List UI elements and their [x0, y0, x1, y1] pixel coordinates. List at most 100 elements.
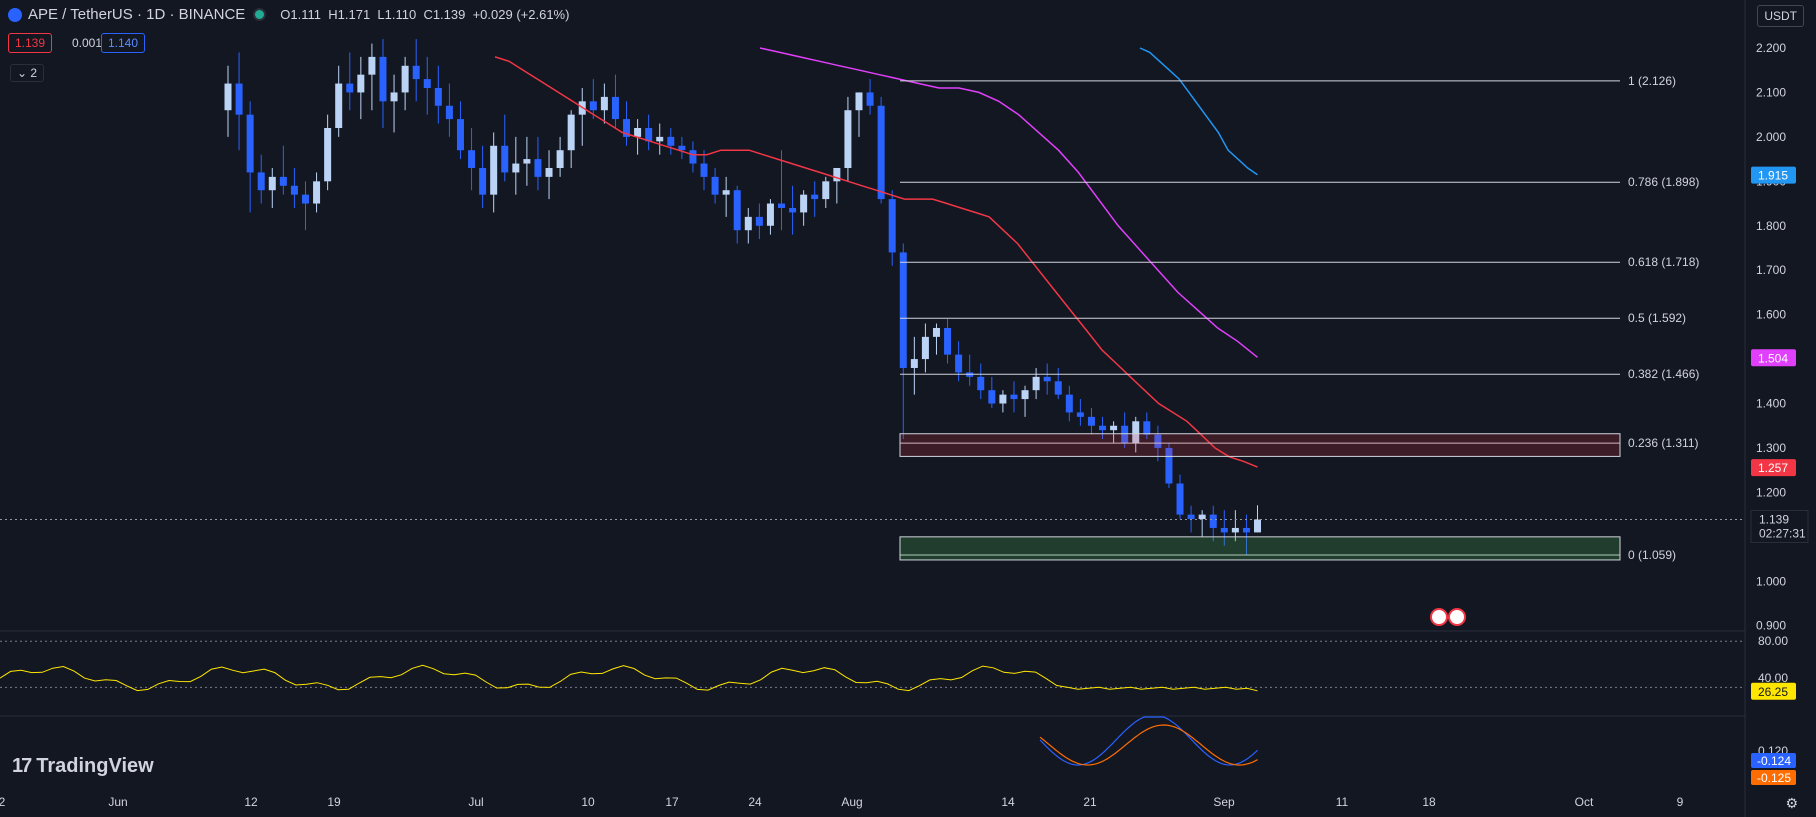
us-flag-icon[interactable]	[1430, 608, 1448, 626]
candle-body	[589, 101, 597, 111]
price-tick-label: 1.700	[1756, 263, 1786, 277]
candle-body	[1176, 483, 1184, 515]
ma-magenta-line	[759, 47, 1258, 358]
time-tick-label: 17	[665, 795, 679, 809]
price-tick-label: 1.000	[1756, 574, 1786, 588]
signal-value-tag	[1751, 770, 1796, 785]
series-price-tag	[1751, 349, 1796, 367]
series-price-value: 1.504	[1758, 351, 1788, 365]
candle-body	[401, 65, 409, 93]
fib-level-label: 0 (1.059)	[1628, 548, 1676, 562]
candle-body	[1021, 390, 1029, 400]
candle-body	[501, 145, 509, 173]
sell-price-button[interactable]: 1.139	[8, 33, 53, 53]
price-tick-label: 1.400	[1756, 397, 1786, 411]
candle-body	[1099, 425, 1107, 431]
current-price-box	[1750, 510, 1809, 544]
candle-body	[1198, 514, 1206, 520]
candle-body	[423, 79, 431, 88]
ma-red-line	[494, 56, 1258, 468]
candle-body	[357, 74, 365, 93]
rsi-tick-label: 40.00	[1758, 671, 1788, 685]
candle-body	[789, 207, 797, 213]
resistance-zone	[899, 433, 1621, 457]
symbol-title[interactable]: APE / TetherUS · 1D · BINANCE	[28, 6, 246, 23]
chevron-down-icon: ⌄	[17, 66, 28, 80]
candle-body	[490, 145, 498, 195]
candle-body	[899, 252, 907, 368]
us-flag-icon[interactable]	[1448, 608, 1466, 626]
candle-body	[921, 336, 929, 360]
time-tick-label: Oct	[1575, 795, 1594, 809]
candle-body	[1010, 394, 1018, 400]
currency-button[interactable]: USDT	[1757, 5, 1804, 27]
candle-body	[324, 127, 332, 182]
time-tick-label: Jun	[108, 795, 127, 809]
macd-line	[1039, 716, 1258, 766]
candle-body	[235, 83, 243, 115]
candle-body	[1087, 416, 1095, 426]
candle-body	[755, 216, 763, 226]
candle-body	[1043, 376, 1051, 382]
candle-body	[1165, 447, 1173, 484]
time-tick-label: 18	[1422, 795, 1436, 809]
candle-body	[855, 92, 863, 111]
candle-body	[744, 216, 752, 231]
fib-level-label: 0.5 (1.592)	[1628, 311, 1686, 325]
gear-icon[interactable]: ⚙	[1785, 795, 1798, 811]
ohlc-values: O1.111 H1.171 L1.110 C1.139 +0.029 (+2.6…	[280, 7, 569, 22]
time-tick-label: 14	[1001, 795, 1015, 809]
candle-body	[1187, 514, 1195, 520]
time-tick-label: 12	[244, 795, 258, 809]
candle-body	[1254, 519, 1262, 533]
candle-body	[822, 181, 830, 200]
spread-value: 0.001	[72, 36, 103, 50]
price-tick-label: 0.900	[1756, 619, 1786, 633]
buy-price-button[interactable]: 1.140	[101, 33, 146, 53]
candle-body	[368, 56, 376, 75]
candle-body	[1121, 425, 1129, 444]
candle-body	[434, 87, 442, 106]
candle-body	[1110, 425, 1118, 431]
candle-body	[545, 167, 553, 177]
candle-body	[700, 163, 708, 177]
candle-body	[944, 327, 952, 355]
market-status-icon	[255, 10, 265, 19]
candle-body	[313, 181, 321, 204]
candle-body	[600, 96, 608, 111]
candle-body	[667, 136, 675, 146]
fib-level-label: 0.236 (1.311)	[1628, 436, 1699, 450]
low-value: L1.110	[377, 7, 417, 22]
candle-body	[866, 92, 874, 106]
candle-body	[623, 119, 631, 137]
candle-body	[1154, 434, 1162, 448]
candle-body	[611, 96, 619, 120]
candle-body	[567, 114, 575, 151]
high-value: H1.171	[328, 7, 371, 22]
candle-body	[456, 119, 464, 151]
open-value: O1.111	[280, 7, 322, 22]
chart-header: APE / TetherUS · 1D · BINANCE O1.111 H1.…	[8, 6, 569, 23]
candle-body	[877, 105, 885, 200]
macd-value: -0.124	[1757, 754, 1791, 768]
indicator-collapse-button[interactable]: ⌄ 2	[10, 64, 45, 82]
fib-level-label: 0.382 (1.466)	[1628, 367, 1699, 381]
candle-body	[479, 167, 487, 195]
candle-body	[335, 83, 343, 128]
candle-body	[634, 127, 642, 137]
economic-events[interactable]	[1430, 608, 1466, 626]
candle-body	[800, 194, 808, 213]
time-tick-label: 9	[1677, 795, 1684, 809]
candle-body	[290, 185, 298, 195]
candle-body	[1076, 412, 1084, 417]
candle-body	[988, 390, 996, 404]
candle-body	[412, 65, 420, 80]
price-tick-label: 2.100	[1756, 85, 1786, 99]
time-tick-label: Aug	[841, 795, 862, 809]
candle-body	[733, 190, 741, 231]
candle-body	[766, 203, 774, 226]
candle-body	[390, 92, 398, 102]
candle-body	[722, 190, 730, 195]
candle-body	[1143, 421, 1151, 435]
